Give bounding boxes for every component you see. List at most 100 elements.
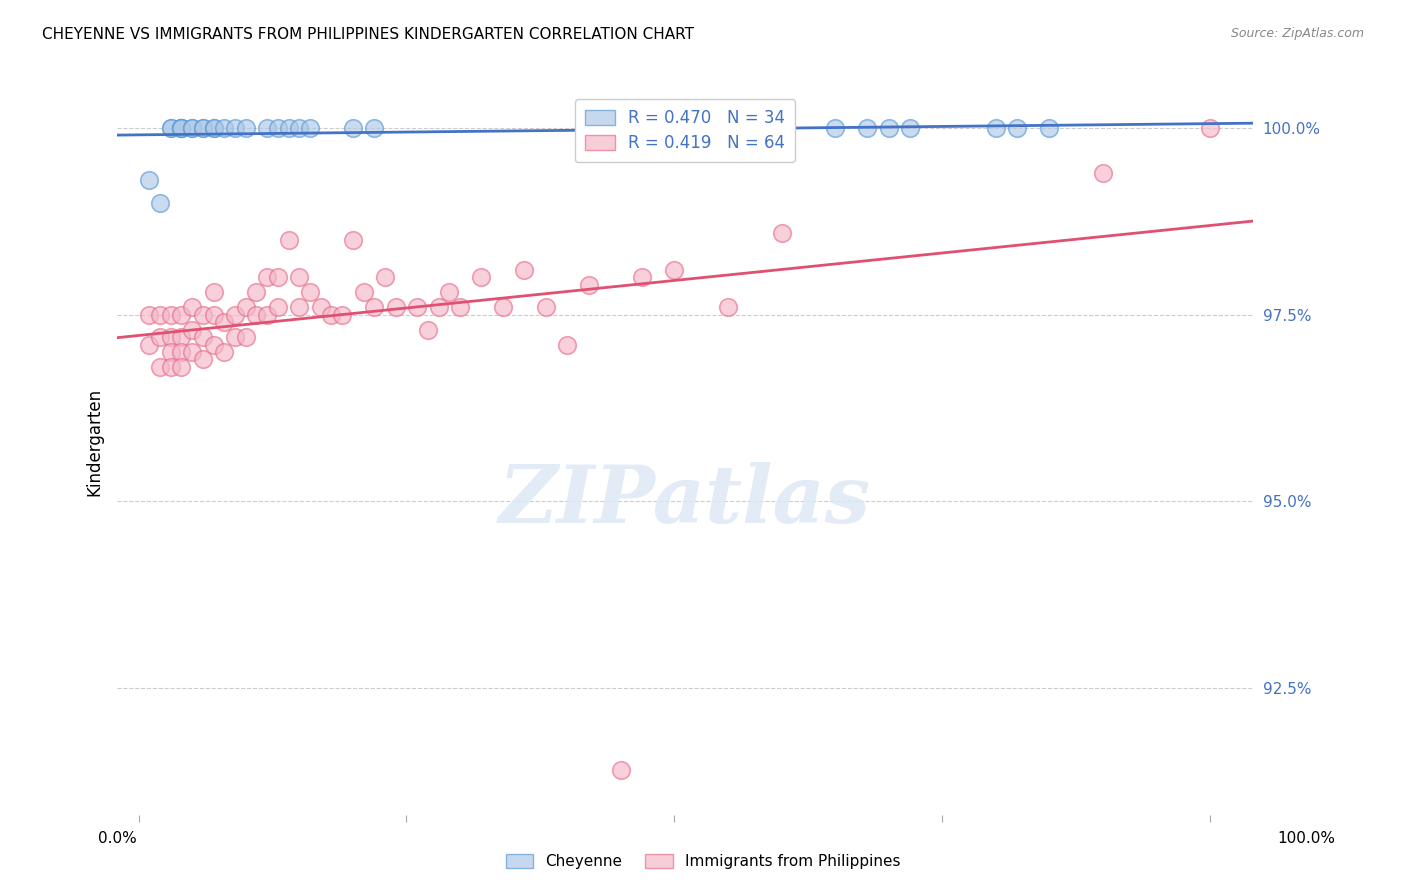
Point [717,121,740,136]
Point [170,345,193,359]
Point [159,121,181,136]
Point [534,300,557,314]
Point [138,308,160,322]
Point [181,121,204,136]
Point [664,263,686,277]
Point [191,352,214,367]
Point [578,277,600,292]
Point [214,315,236,329]
Point [406,300,429,314]
Point [342,233,364,247]
Point [202,285,225,300]
Point [245,285,267,300]
Point [170,359,193,374]
Point [277,121,299,136]
Point [1038,121,1060,136]
Point [321,308,343,322]
Point [330,308,353,322]
Text: ZIPatlas: ZIPatlas [499,462,872,540]
Point [363,300,385,314]
Point [191,330,214,344]
Point [191,121,214,136]
Point [170,330,193,344]
Point [374,270,396,285]
Point [384,300,406,314]
Legend: R = 0.470   N = 34, R = 0.419   N = 64: R = 0.470 N = 34, R = 0.419 N = 64 [575,99,796,162]
Point [439,285,461,300]
Point [191,308,214,322]
Point [299,285,322,300]
Point [138,173,160,187]
Point [353,285,375,300]
Point [159,359,181,374]
Point [214,345,236,359]
Point [256,308,278,322]
Point [267,121,290,136]
Point [159,308,181,322]
Point [877,121,900,136]
Point [202,308,225,322]
Point [513,263,536,277]
Point [224,121,246,136]
Point [181,323,204,337]
Point [214,121,236,136]
Point [181,300,204,314]
Point [984,121,1007,136]
Point [267,270,290,285]
Point [1199,121,1222,136]
Text: CHEYENNE VS IMMIGRANTS FROM PHILIPPINES KINDERGARTEN CORRELATION CHART: CHEYENNE VS IMMIGRANTS FROM PHILIPPINES … [42,27,695,42]
Point [170,121,193,136]
Point [256,121,278,136]
Point [555,337,578,351]
Point [245,308,267,322]
Point [309,300,332,314]
Point [610,763,633,777]
Point [267,300,290,314]
Point [149,308,172,322]
Point [824,121,846,136]
Point [631,270,654,285]
Point [492,300,515,314]
Point [224,330,246,344]
Point [170,121,193,136]
Point [664,121,686,136]
Point [256,270,278,285]
Point [224,308,246,322]
Point [159,345,181,359]
Point [181,121,204,136]
Text: Source: ZipAtlas.com: Source: ZipAtlas.com [1230,27,1364,40]
Point [470,270,492,285]
Point [717,300,740,314]
Point [170,121,193,136]
Point [1091,166,1114,180]
Point [427,300,450,314]
Point [1007,121,1029,136]
Point [277,233,299,247]
Point [170,121,193,136]
Point [363,121,385,136]
Point [235,300,257,314]
Point [202,121,225,136]
Point [288,300,311,314]
Text: 100.0%: 100.0% [1278,831,1336,846]
Point [181,345,204,359]
Point [159,121,181,136]
Point [342,121,364,136]
Point [235,121,257,136]
Point [416,323,439,337]
Point [898,121,921,136]
Point [770,226,793,240]
Point [288,121,311,136]
Y-axis label: Kindergarten: Kindergarten [86,387,103,496]
Point [138,337,160,351]
Point [159,330,181,344]
Point [191,121,214,136]
Point [149,359,172,374]
Point [856,121,879,136]
Point [170,308,193,322]
Point [770,121,793,136]
Legend: Cheyenne, Immigrants from Philippines: Cheyenne, Immigrants from Philippines [499,848,907,875]
Point [299,121,322,136]
Point [288,270,311,285]
Point [449,300,471,314]
